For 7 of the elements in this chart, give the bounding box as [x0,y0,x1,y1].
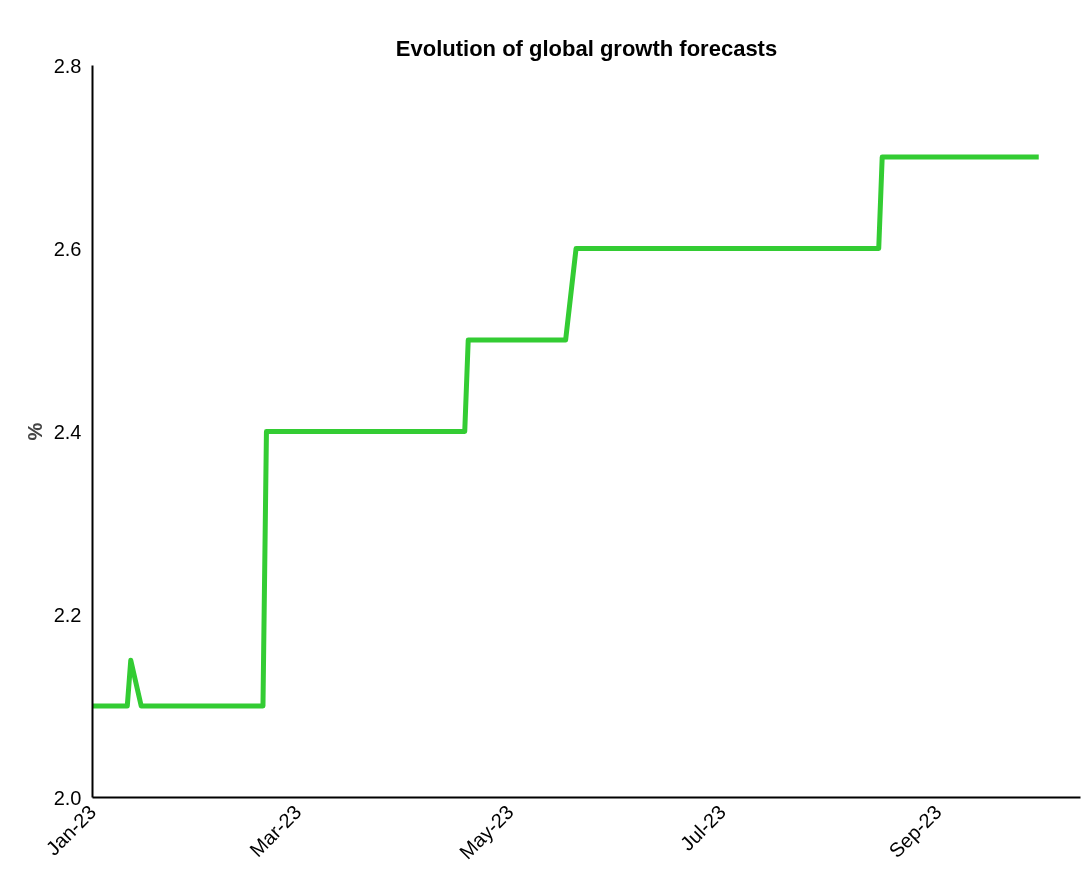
chart-title: Evolution of global growth forecasts [395,35,778,61]
y-tick-label: 2.4 [53,420,82,443]
y-tick-label: 2.2 [53,603,82,626]
y-tick-label: 2.6 [53,237,82,260]
y-axis-title: % [23,422,46,441]
y-tick-label: 2.0 [53,786,82,809]
y-tick-label: 2.8 [53,54,82,77]
